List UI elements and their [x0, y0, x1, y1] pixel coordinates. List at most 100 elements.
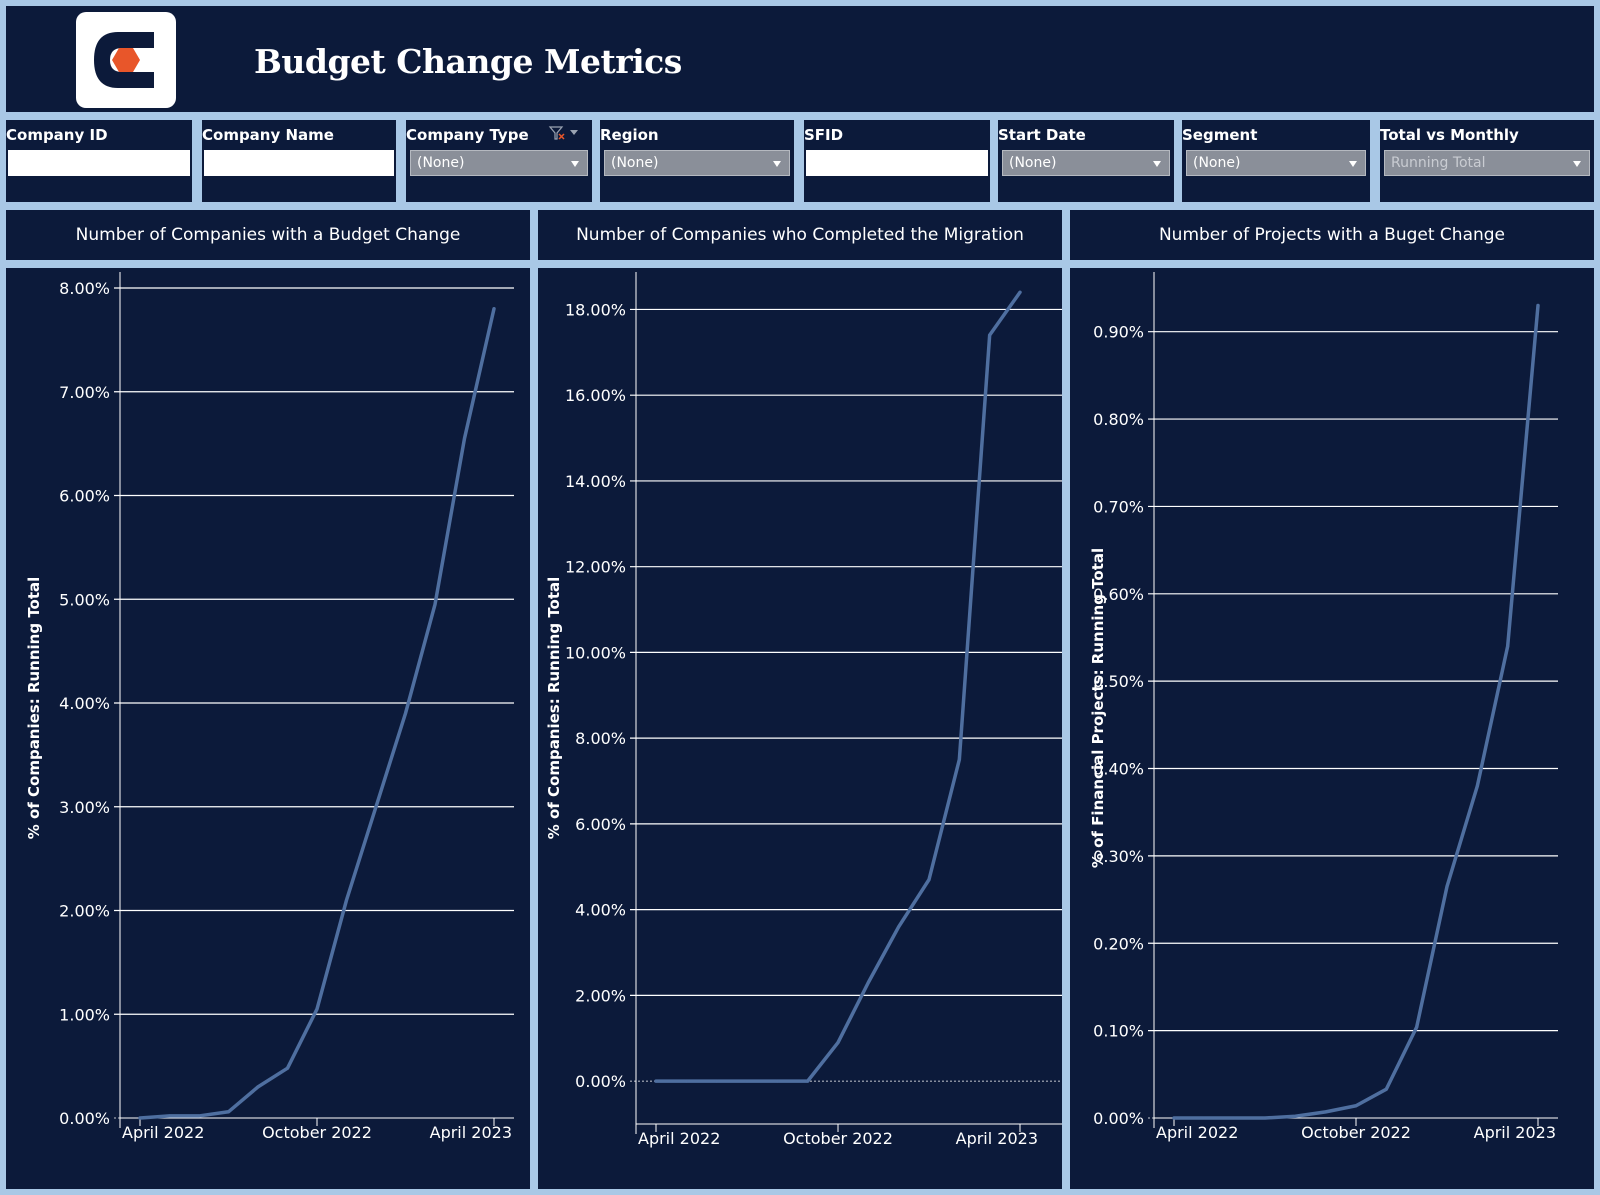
filter-label: Total vs Monthly — [1380, 126, 1519, 144]
line-chart-migration[interactable]: 0.00% 2.00% 4.00% 6.00% 8.00% 10.00% 12.00% 14.… — [538, 268, 1062, 1189]
y-tick-label: 14.00% — [565, 472, 626, 491]
data-point — [927, 878, 931, 882]
y-tick-label: 0.70% — [1093, 497, 1144, 516]
chart-title-projects: Number of Projects with a Buget Change — [1070, 210, 1594, 260]
x-tick-label: April 2023 — [956, 1129, 1038, 1148]
chart-title-migration: Number of Companies who Completed the Mi… — [538, 210, 1062, 260]
y-tick-label: 0.60% — [1093, 585, 1144, 604]
data-point — [492, 307, 496, 311]
y-tick-label: 0.00% — [575, 1072, 626, 1091]
company-name-input[interactable] — [204, 150, 394, 176]
filter-company-type: Company Type (None) — [406, 120, 592, 202]
data-point — [897, 925, 901, 929]
data-point — [684, 1079, 688, 1083]
filter-total-vs-monthly: Total vs Monthly Running Total — [1380, 120, 1594, 202]
data-point — [1172, 1116, 1176, 1120]
total-vs-monthly-select[interactable]: Running Total — [1384, 150, 1590, 176]
y-grid — [1148, 272, 1558, 1128]
y-tick-label: 3.00% — [59, 798, 110, 817]
chevron-down-icon — [1573, 161, 1581, 167]
y-tick-label: 0.50% — [1093, 672, 1144, 691]
data-point — [866, 981, 870, 985]
x-tick-label: April 2022 — [1156, 1123, 1238, 1142]
data-point — [168, 1114, 171, 1118]
data-point — [1506, 644, 1510, 648]
select-value: (None) — [1193, 155, 1241, 171]
line-chart-budget-change[interactable]: 0.00% 1.00% 2.00% 3.00% 4.00% 5.00% 6.00% 7.00%… — [6, 268, 530, 1189]
y-tick-label: 18.00% — [565, 300, 626, 319]
filter-label: Segment — [1182, 126, 1258, 144]
company-type-select[interactable]: (None) — [410, 150, 588, 176]
y-tick-label: 2.00% — [59, 902, 110, 921]
series-line-path — [138, 307, 496, 1120]
data-point — [836, 1041, 840, 1045]
data-point — [1384, 1087, 1388, 1091]
chart-panel-projects: 0.00% 0.10% 0.20% 0.30% 0.40% 0.50% 0.60% 0.70%… — [1070, 268, 1594, 1189]
y-tick-label: 16.00% — [565, 386, 626, 405]
data-point — [404, 711, 407, 715]
y-axis-label: % of Companies: Running Total — [25, 577, 43, 840]
logo-c-shape — [94, 32, 154, 88]
data-point — [227, 1110, 230, 1114]
data-point — [197, 1114, 201, 1118]
data-point — [1415, 1025, 1419, 1029]
y-tick-label: 12.00% — [565, 558, 626, 577]
y-tick-label: 0.40% — [1093, 760, 1144, 779]
chart-panel-budget-change: 0.00% 1.00% 2.00% 3.00% 4.00% 5.00% 6.00% 7.00%… — [6, 268, 530, 1189]
data-point — [775, 1079, 779, 1083]
data-point — [654, 1079, 658, 1083]
filter-label: SFID — [804, 126, 844, 144]
x-tick-label: April 2023 — [1474, 1123, 1556, 1142]
chevron-down-icon — [571, 161, 579, 167]
data-point — [374, 805, 378, 809]
series-line — [1172, 303, 1540, 1120]
y-tick-label: 7.00% — [59, 383, 110, 402]
chevron-down-icon — [1349, 161, 1357, 167]
logo-hexagon — [112, 48, 140, 72]
data-point — [957, 758, 961, 762]
select-value: Running Total — [1391, 155, 1486, 171]
company-id-input[interactable] — [8, 150, 190, 176]
y-tick-label: 6.00% — [575, 815, 626, 834]
data-point — [345, 898, 348, 902]
x-ticks: April 2022 October 2022 April 2023 — [122, 1118, 512, 1142]
filter-region: Region (None) — [600, 120, 794, 202]
x-ticks: April 2022 October 2022 April 2023 — [638, 1124, 1038, 1148]
data-point — [806, 1079, 810, 1083]
sfid-input[interactable] — [806, 150, 988, 176]
data-point — [1536, 303, 1540, 307]
filter-segment: Segment (None) — [1182, 120, 1370, 202]
y-tick-label: 8.00% — [575, 729, 626, 748]
clear-filter-icon[interactable] — [548, 125, 584, 141]
y-tick-label: 8.00% — [59, 279, 110, 298]
y-ticks: 0.00% 1.00% 2.00% 3.00% 4.00% 5.00% 6.00% 7.00%… — [59, 279, 110, 1128]
y-tick-label: 0.20% — [1093, 934, 1144, 953]
y-axis-label: % of Financial Projects: Running Total — [1089, 548, 1107, 868]
segment-select[interactable]: (None) — [1186, 150, 1366, 176]
filter-start-date: Start Date (None) — [998, 120, 1174, 202]
y-tick-label: 10.00% — [565, 643, 626, 662]
x-tick-label: April 2023 — [430, 1123, 512, 1142]
data-point — [988, 333, 992, 337]
data-point — [745, 1079, 749, 1083]
filter-label: Region — [600, 126, 659, 144]
line-chart-projects[interactable]: 0.00% 0.10% 0.20% 0.30% 0.40% 0.50% 0.60% 0.70%… — [1070, 268, 1594, 1189]
select-value: (None) — [611, 155, 659, 171]
series-line-path — [654, 290, 1022, 1083]
region-select[interactable]: (None) — [604, 150, 790, 176]
data-point — [256, 1085, 260, 1089]
y-grid — [630, 272, 1062, 1134]
data-point — [433, 602, 437, 606]
x-tick-label: October 2022 — [262, 1123, 372, 1142]
data-point — [1018, 290, 1022, 294]
start-date-select[interactable]: (None) — [1002, 150, 1170, 176]
y-tick-label: 4.00% — [59, 694, 110, 713]
x-tick-label: October 2022 — [783, 1129, 893, 1148]
chart-title-budget-change: Number of Companies with a Budget Change — [6, 210, 530, 260]
filter-label: Start Date — [998, 126, 1086, 144]
y-ticks: 0.00% 0.10% 0.20% 0.30% 0.40% 0.50% 0.60% 0.70%… — [1093, 323, 1144, 1128]
chart-panel-migration: 0.00% 2.00% 4.00% 6.00% 8.00% 10.00% 12.00% 14.… — [538, 268, 1062, 1189]
data-point — [1354, 1104, 1358, 1108]
data-point — [286, 1066, 289, 1070]
page-title: Budget Change Metrics — [254, 42, 682, 81]
